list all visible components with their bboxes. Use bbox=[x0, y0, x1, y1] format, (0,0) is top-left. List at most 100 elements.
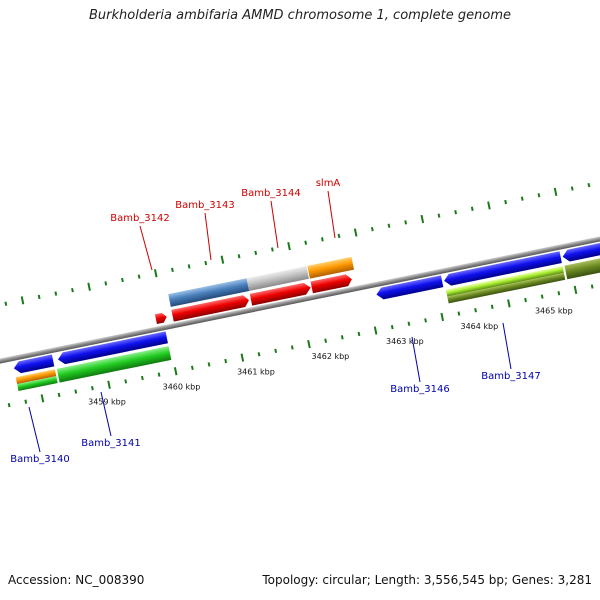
outer-tick bbox=[54, 291, 58, 296]
inner-tick bbox=[424, 318, 427, 323]
inner-tick bbox=[324, 338, 328, 343]
forward-label-leader-line bbox=[139, 225, 153, 271]
inner-tick bbox=[207, 362, 211, 367]
inner-tick bbox=[157, 372, 161, 377]
feature-bamb-3140-gene bbox=[15, 369, 57, 385]
inner-tick bbox=[573, 285, 578, 294]
inner-tick bbox=[91, 385, 94, 391]
forward-label-leader-line bbox=[270, 200, 279, 249]
reverse-label-leader-line bbox=[28, 406, 41, 453]
inner-tick bbox=[7, 402, 11, 408]
outer-tick bbox=[121, 277, 124, 283]
inner-tick bbox=[590, 284, 594, 289]
feature-bamb-3140-cds bbox=[13, 354, 55, 374]
scale-tick-label: 3464 kbp bbox=[460, 322, 498, 331]
feature-bamb-3144-cds bbox=[249, 282, 311, 306]
outer-tick bbox=[137, 274, 141, 279]
forward-label-leader-line bbox=[204, 212, 212, 261]
inner-tick bbox=[240, 353, 245, 362]
outer-tick bbox=[470, 206, 474, 211]
inner-tick bbox=[557, 291, 561, 296]
outer-tick bbox=[387, 223, 391, 228]
feature-bamb-3147-cds bbox=[444, 251, 562, 286]
outer-tick bbox=[237, 254, 241, 259]
forward-gene-label: Bamb_3144 bbox=[241, 188, 301, 199]
outer-tick bbox=[454, 210, 458, 215]
outer-tick bbox=[270, 247, 274, 252]
outer-tick bbox=[254, 250, 258, 256]
feature-next-cds bbox=[562, 232, 600, 262]
inner-tick bbox=[190, 365, 194, 370]
genome-summary: Topology: circular; Length: 3,556,545 bp… bbox=[262, 573, 592, 587]
inner-tick bbox=[540, 294, 544, 299]
outer-tick bbox=[187, 264, 191, 269]
inner-tick bbox=[457, 311, 461, 316]
outer-tick bbox=[487, 201, 491, 210]
feature-slma-gene bbox=[307, 256, 355, 279]
inner-tick bbox=[57, 392, 61, 398]
outer-tick-track bbox=[4, 182, 591, 306]
feature-red-small bbox=[154, 312, 167, 325]
outer-tick bbox=[104, 281, 108, 286]
inner-tick bbox=[474, 308, 477, 313]
scale-tick-label: 3465 kbp bbox=[535, 307, 573, 316]
outer-tick bbox=[553, 187, 558, 196]
gene-labels: Bamb_3142 Bamb_3143 Bamb_3144 slmA Bamb_3140… bbox=[10, 178, 541, 465]
inner-tick-track bbox=[7, 284, 594, 408]
inner-tick bbox=[524, 297, 527, 303]
feature-bamb-3143-gene bbox=[168, 278, 250, 307]
feature-bamb-3140-gene-b bbox=[17, 376, 58, 391]
outer-tick bbox=[420, 214, 425, 224]
scale-tick-label: 3462 kbp bbox=[312, 352, 350, 361]
reverse-features bbox=[13, 232, 600, 391]
outer-tick bbox=[37, 294, 41, 300]
feature-bamb-3146-cds bbox=[376, 275, 444, 300]
outer-tick bbox=[71, 288, 74, 293]
inner-tick bbox=[490, 304, 494, 309]
outer-tick bbox=[220, 255, 225, 264]
scale-tick-label: 3460 kbp bbox=[163, 382, 201, 391]
feature-bamb-3147-gene bbox=[445, 265, 564, 297]
outer-tick bbox=[320, 237, 324, 242]
inner-tick bbox=[507, 299, 511, 308]
reverse-label-leader-line bbox=[502, 322, 512, 370]
inner-tick bbox=[307, 339, 311, 349]
inner-tick bbox=[107, 380, 111, 389]
inner-tick bbox=[40, 394, 45, 403]
inner-tick bbox=[141, 375, 144, 381]
inner-tick bbox=[407, 321, 411, 326]
outer-tick bbox=[370, 226, 374, 232]
feature-bamb-3144-gene bbox=[246, 266, 309, 291]
outer-tick bbox=[337, 233, 341, 239]
inner-tick bbox=[173, 367, 178, 376]
outer-tick bbox=[404, 220, 408, 225]
feature-next-gene bbox=[564, 246, 600, 280]
map-title: Burkholderia ambifaria AMMD chromosome 1… bbox=[88, 8, 512, 23]
reverse-gene-label: Bamb_3140 bbox=[10, 454, 70, 465]
reverse-gene-label: Bamb_3141 bbox=[81, 438, 141, 449]
outer-tick bbox=[353, 228, 358, 237]
inner-tick bbox=[357, 331, 361, 337]
scale-tick-label: 3463 kbp bbox=[386, 337, 424, 346]
inner-tick bbox=[340, 335, 344, 340]
outer-tick bbox=[504, 199, 507, 205]
outer-tick bbox=[304, 240, 308, 245]
outer-tick bbox=[520, 196, 524, 201]
inner-tick bbox=[74, 389, 78, 394]
scale-tick-label: 3461 kbp bbox=[237, 367, 275, 376]
outer-tick bbox=[87, 282, 91, 291]
forward-gene-label: slmA bbox=[316, 178, 341, 189]
inner-tick bbox=[224, 358, 228, 364]
forward-gene-label: Bamb_3142 bbox=[110, 213, 170, 224]
reverse-gene-label: Bamb_3147 bbox=[481, 371, 541, 382]
outer-tick bbox=[437, 213, 441, 218]
forward-features bbox=[154, 256, 355, 325]
outer-tick bbox=[171, 267, 174, 272]
outer-tick bbox=[587, 182, 591, 188]
outer-tick bbox=[153, 269, 158, 278]
scale-labels: 3459 kbp 3460 kbp 3461 kbp 3462 kbp 3463 kbp… bbox=[88, 307, 573, 407]
inner-tick bbox=[124, 379, 128, 384]
outer-tick bbox=[20, 296, 25, 305]
inner-tick bbox=[274, 348, 278, 354]
inner-tick bbox=[373, 326, 378, 335]
